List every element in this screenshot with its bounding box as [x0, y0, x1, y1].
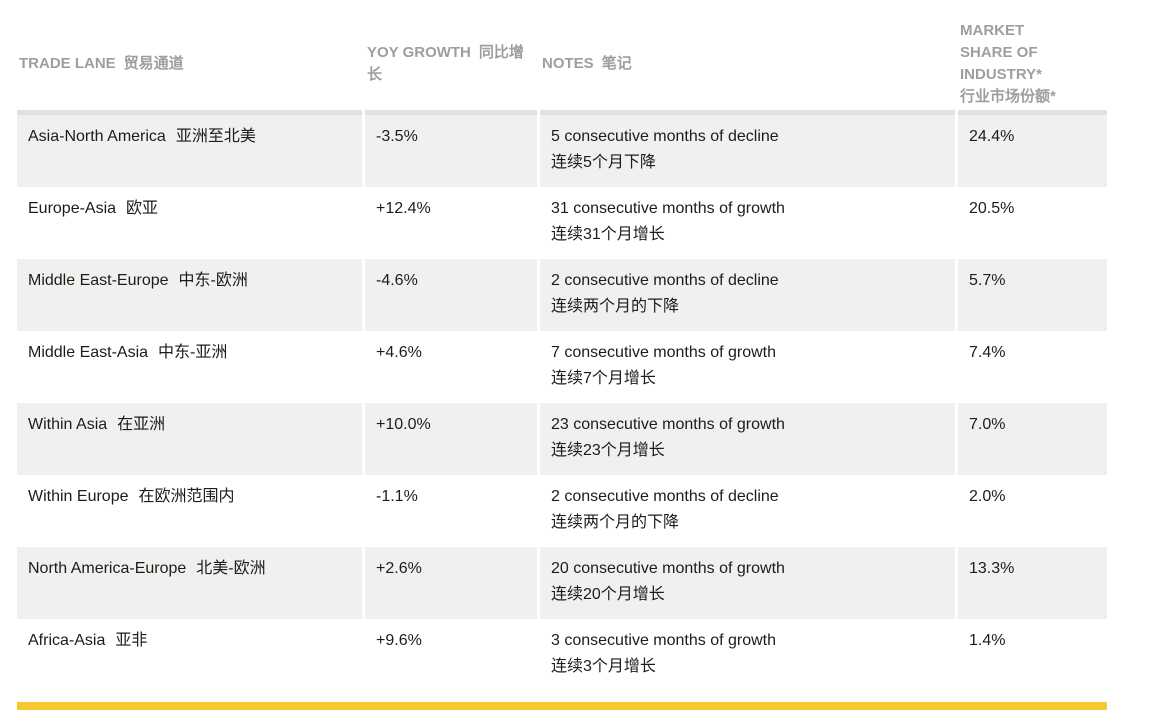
notes-cell: 7 consecutive months of growth 连续7个月增长 — [540, 331, 955, 403]
lane-zh: 亚非 — [115, 632, 148, 649]
lane-en: Middle East-Asia — [28, 344, 149, 361]
market-share-cell: 13.3% — [958, 547, 1107, 619]
header-yoy-growth-en: YOY GROWTH — [367, 44, 471, 61]
column-header-yoy-growth: YOY GROWTH 同比增长 — [365, 20, 537, 115]
yoy-growth-cell: +9.6% — [376, 632, 422, 649]
lane-zh: 中东-亚洲 — [158, 344, 228, 361]
trade-lane-table: TRADE LANE 贸易通道 YOY GROWTH 同比增长 NOTES 笔记 MA… — [14, 20, 1110, 691]
lane-en: Africa-Asia — [28, 632, 106, 649]
notes-cell: 2 consecutive months of decline 连续两个月的下降 — [540, 259, 955, 331]
table-row: Europe-Asia 欧亚 +12.4% 31 consecutive mont… — [17, 187, 1107, 259]
table-row: Within Europe 在欧洲范围内 -1.1% 2 consecutive … — [17, 475, 1107, 547]
trade-lane-cell: Within Europe 在欧洲范围内 — [17, 475, 362, 547]
notes-cell: 5 consecutive months of decline 连续5个月下降 — [540, 115, 955, 187]
trade-lane-cell: Africa-Asia 亚非 — [17, 619, 362, 691]
note-en: 31 consecutive months of growth — [551, 200, 785, 217]
notes-cell: 20 consecutive months of growth 连续20个月增长 — [540, 547, 955, 619]
yoy-growth-cell: -4.6% — [365, 259, 537, 331]
column-header-notes: NOTES 笔记 — [540, 20, 955, 115]
market-share-cell: 5.7% — [958, 259, 1107, 331]
table-row: Within Asia 在亚洲 +10.0% 23 consecutive mon… — [17, 403, 1107, 475]
column-header-trade-lane: TRADE LANE 贸易通道 — [17, 20, 362, 115]
yoy-growth-cell: -3.5% — [365, 115, 537, 187]
note-en: 7 consecutive months of growth — [551, 344, 777, 361]
header-notes-zh: 笔记 — [601, 55, 632, 72]
lane-en: Europe-Asia — [28, 200, 117, 217]
market-share-cell: 7.4% — [969, 344, 1006, 361]
lane-zh: 在亚洲 — [117, 416, 166, 433]
note-zh: 连续23个月增长 — [551, 442, 665, 459]
note-en: 3 consecutive months of growth — [551, 632, 777, 649]
table-row: Asia-North America 亚洲至北美 -3.5% 5 consecut… — [17, 115, 1107, 187]
trade-lane-cell: Middle East-Europe 中东-欧洲 — [17, 259, 362, 331]
notes-cell: 3 consecutive months of growth 连续3个月增长 — [540, 619, 955, 691]
bottom-accent-bar — [17, 702, 1107, 710]
note-zh: 连续5个月下降 — [551, 154, 656, 171]
market-share-cell: 1.4% — [969, 632, 1006, 649]
note-en: 23 consecutive months of growth — [551, 416, 785, 433]
note-zh: 连续两个月的下降 — [551, 514, 680, 531]
header-market-share-zh: 行业市场份额* — [960, 88, 1056, 105]
lane-zh: 在欧洲范围内 — [138, 488, 235, 505]
note-zh: 连续3个月增长 — [551, 658, 656, 675]
note-en: 2 consecutive months of decline — [551, 272, 779, 289]
trade-lane-cell: Within Asia 在亚洲 — [17, 403, 362, 475]
market-share-cell: 20.5% — [969, 200, 1015, 217]
table-row: Middle East-Asia 中东-亚洲 +4.6% 7 consecutiv… — [17, 331, 1107, 403]
lane-en: Within Asia — [28, 416, 108, 433]
table-row: Africa-Asia 亚非 +9.6% 3 consecutive months… — [17, 619, 1107, 691]
header-trade-lane-en: TRADE LANE — [19, 55, 116, 72]
lane-zh: 北美-欧洲 — [196, 560, 266, 577]
header-notes-en: NOTES — [542, 55, 594, 72]
trade-lane-cell: Asia-North America 亚洲至北美 — [17, 115, 362, 187]
table-row: North America-Europe 北美-欧洲 +2.6% 20 conse… — [17, 547, 1107, 619]
note-en: 20 consecutive months of growth — [551, 560, 785, 577]
lane-zh: 欧亚 — [126, 200, 159, 217]
note-zh: 连续20个月增长 — [551, 586, 665, 603]
market-share-cell: 2.0% — [969, 488, 1006, 505]
market-share-cell: 24.4% — [958, 115, 1107, 187]
header-row: TRADE LANE 贸易通道 YOY GROWTH 同比增长 NOTES 笔记 MA… — [17, 20, 1107, 115]
header-yoy-growth-zh: 同比增长 — [367, 44, 524, 83]
header-trade-lane-zh: 贸易通道 — [123, 55, 184, 72]
column-header-market-share: MARKET SHARE OF INDUSTRY* 行业市场份额* — [958, 20, 1107, 115]
notes-cell: 23 consecutive months of growth 连续23个月增长 — [540, 403, 955, 475]
lane-zh: 亚洲至北美 — [175, 128, 256, 145]
lane-en: Within Europe — [28, 488, 129, 505]
yoy-growth-cell: +10.0% — [365, 403, 537, 475]
table-row: Middle East-Europe 中东-欧洲 -4.6% 2 consecut… — [17, 259, 1107, 331]
note-zh: 连续两个月的下降 — [551, 298, 680, 315]
trade-lane-cell: Europe-Asia 欧亚 — [17, 187, 362, 259]
header-market-share-en: MARKET SHARE OF INDUSTRY* — [960, 22, 1042, 83]
yoy-growth-cell: +2.6% — [365, 547, 537, 619]
yoy-growth-cell: +12.4% — [376, 200, 431, 217]
market-share-cell: 7.0% — [958, 403, 1107, 475]
note-en: 5 consecutive months of decline — [551, 128, 779, 145]
note-en: 2 consecutive months of decline — [551, 488, 779, 505]
note-zh: 连续31个月增长 — [551, 226, 665, 243]
lane-en: Asia-North America — [28, 128, 166, 145]
lane-en: Middle East-Europe — [28, 272, 169, 289]
notes-cell: 2 consecutive months of decline 连续两个月的下降 — [540, 475, 955, 547]
lane-en: North America-Europe — [28, 560, 187, 577]
trade-lane-cell: Middle East-Asia 中东-亚洲 — [17, 331, 362, 403]
lane-zh: 中东-欧洲 — [178, 272, 248, 289]
notes-cell: 31 consecutive months of growth 连续31个月增长 — [540, 187, 955, 259]
trade-lane-cell: North America-Europe 北美-欧洲 — [17, 547, 362, 619]
note-zh: 连续7个月增长 — [551, 370, 656, 387]
yoy-growth-cell: -1.1% — [376, 488, 418, 505]
yoy-growth-cell: +4.6% — [376, 344, 422, 361]
